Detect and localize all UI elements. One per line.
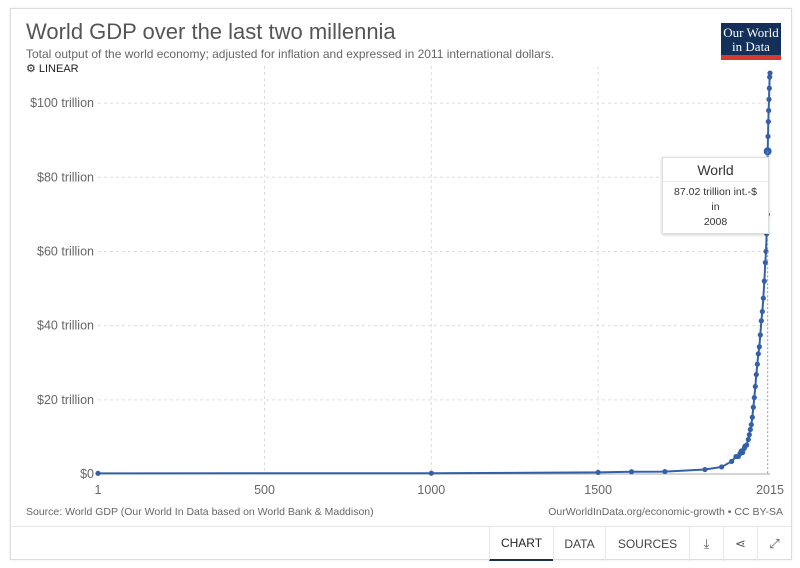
- logo-line-1: Our World: [723, 25, 779, 40]
- x-tick-label: 1: [95, 483, 102, 497]
- data-point: [428, 470, 434, 476]
- data-point: [750, 404, 756, 410]
- hover-tooltip: World 87.02 trillion int.-$ in 2008: [662, 157, 769, 234]
- data-point: [767, 70, 773, 76]
- logo-line-2: in Data: [732, 39, 770, 54]
- data-point: [747, 426, 753, 433]
- data-point: [766, 85, 772, 91]
- data-point: [754, 361, 760, 367]
- download-icon: ⤓: [703, 536, 710, 551]
- y-tick-label: $20 trillion: [37, 393, 94, 407]
- data-point: [759, 308, 765, 315]
- data-point: [748, 422, 754, 428]
- y-tick-label: $100 trillion: [30, 96, 94, 110]
- attribution-link[interactable]: OurWorldInData.org/economic-growth • CC …: [548, 506, 783, 518]
- tooltip-year: 2008: [703, 216, 728, 228]
- data-point: [767, 74, 773, 80]
- x-tick-label: 500: [254, 483, 275, 497]
- data-point: [753, 371, 759, 378]
- source-note[interactable]: Source: World GDP (Our World In Data bas…: [26, 506, 374, 518]
- chart-title: World GDP over the last two millennia: [26, 19, 396, 44]
- tab-bar: CHART DATA SOURCES ⤓ ⋖ ⤢: [11, 526, 791, 561]
- data-point: [628, 469, 635, 475]
- chart-frame: World GDP over the last two millennia To…: [10, 8, 792, 561]
- y-tick-label: $0: [80, 467, 94, 481]
- chart-subtitle: Total output of the world economy; adjus…: [26, 47, 555, 61]
- tab-sources[interactable]: SOURCES: [605, 527, 689, 561]
- data-point: [762, 259, 768, 266]
- data-point: [595, 469, 601, 476]
- tooltip-value: 87.02 trillion int.-$: [674, 186, 757, 198]
- tab-chart[interactable]: CHART: [489, 527, 553, 561]
- data-point: [745, 436, 751, 443]
- data-point: [755, 351, 761, 357]
- scale-toggle-label: LINEAR: [38, 63, 79, 75]
- data-point: [702, 466, 708, 473]
- data-point: [766, 96, 772, 102]
- data-point: [765, 119, 771, 125]
- data-point: [751, 394, 757, 401]
- x-tick-label: 1500: [584, 483, 612, 497]
- download-button[interactable]: ⤓: [689, 527, 723, 561]
- data-point: [749, 414, 755, 420]
- x-tick-label: 1000: [417, 483, 445, 497]
- y-tick-label: $60 trillion: [37, 244, 94, 258]
- owid-logo[interactable]: Our World in Data: [721, 23, 781, 60]
- data-point: [761, 278, 767, 284]
- data-point: [746, 432, 752, 438]
- expand-icon: ⤢: [769, 536, 780, 551]
- scale-toggle-button[interactable]: ⚙ LINEAR: [26, 63, 79, 75]
- fullscreen-button[interactable]: ⤢: [757, 527, 791, 561]
- tooltip-title: World: [663, 158, 768, 182]
- data-point: [757, 332, 763, 338]
- share-button[interactable]: ⋖: [723, 527, 757, 561]
- gdp-line-chart[interactable]: $0 $20 trillion $40 trillion $60 trillion $8…: [11, 9, 791, 509]
- data-point: [719, 464, 725, 470]
- data-point: [740, 449, 746, 456]
- data-point: [662, 468, 668, 475]
- y-tick-label: $80 trillion: [37, 170, 94, 184]
- data-point: [95, 470, 101, 476]
- data-point: [756, 344, 762, 350]
- data-point: [760, 295, 766, 301]
- tooltip-in: in: [711, 201, 720, 213]
- x-tick-label: 2015: [756, 483, 784, 497]
- data-point: [729, 458, 735, 464]
- y-tick-label: $40 trillion: [37, 319, 94, 333]
- gear-icon: ⚙: [26, 62, 36, 75]
- data-point: [765, 133, 771, 140]
- data-point: [758, 318, 764, 324]
- data-point: [766, 107, 772, 114]
- share-icon: ⋖: [735, 536, 746, 551]
- data-point: [752, 383, 758, 390]
- tab-data[interactable]: DATA: [553, 527, 605, 561]
- series-line-world: [97, 72, 771, 475]
- data-point: [744, 442, 750, 448]
